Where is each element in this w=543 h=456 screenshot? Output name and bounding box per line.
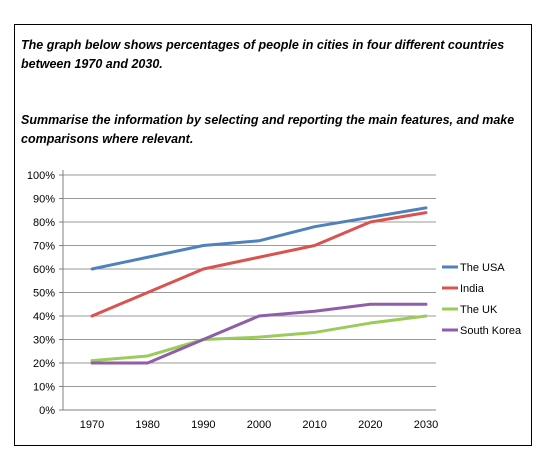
x-tick-label: 2000 — [247, 419, 271, 431]
y-tick-label: 70% — [33, 241, 55, 253]
y-tick-label: 50% — [33, 288, 55, 300]
y-tick-label: 90% — [33, 194, 55, 206]
chart-axes: 0% 10% 20% 30% 40% 50% 60% 70% 80% 90% 100% 1970 198… — [27, 170, 438, 431]
y-tick-label: 80% — [33, 217, 55, 229]
legend-label-india: India — [460, 283, 485, 295]
x-tick-label: 1980 — [135, 419, 159, 431]
chart-grid — [63, 174, 436, 387]
prompt-description: The graph below shows percentages of peo… — [21, 38, 505, 71]
prompt-instruction: Summarise the information by selecting a… — [21, 113, 515, 146]
y-tick-label: 100% — [27, 170, 55, 182]
chart-legend: The USA India The UK South Korea — [442, 262, 522, 337]
x-tick-label: 2010 — [302, 419, 326, 431]
legend-label-the-uk: The UK — [460, 304, 498, 316]
series-line-the-uk — [90, 314, 428, 363]
x-tick-label: 1990 — [191, 419, 215, 431]
legend-label-the-usa: The USA — [460, 262, 505, 274]
series-line-south-korea — [90, 302, 428, 365]
legend-label-south-korea: South Korea — [460, 325, 522, 337]
y-tick-label: 30% — [33, 335, 55, 347]
x-tick-label: 2020 — [358, 419, 382, 431]
series-line-india — [90, 211, 428, 318]
series-line-the-usa — [90, 206, 428, 271]
y-tick-label: 20% — [33, 358, 55, 370]
y-tick-label: 10% — [33, 382, 55, 394]
x-tick-label: 2030 — [414, 419, 438, 431]
y-tick-label: 0% — [39, 405, 55, 417]
x-tick-label: 1970 — [80, 419, 104, 431]
chart-series — [90, 206, 428, 365]
y-tick-label: 40% — [33, 311, 55, 323]
y-tick-label: 60% — [33, 264, 55, 276]
question-card: The graph below shows percentages of peo… — [14, 24, 532, 446]
